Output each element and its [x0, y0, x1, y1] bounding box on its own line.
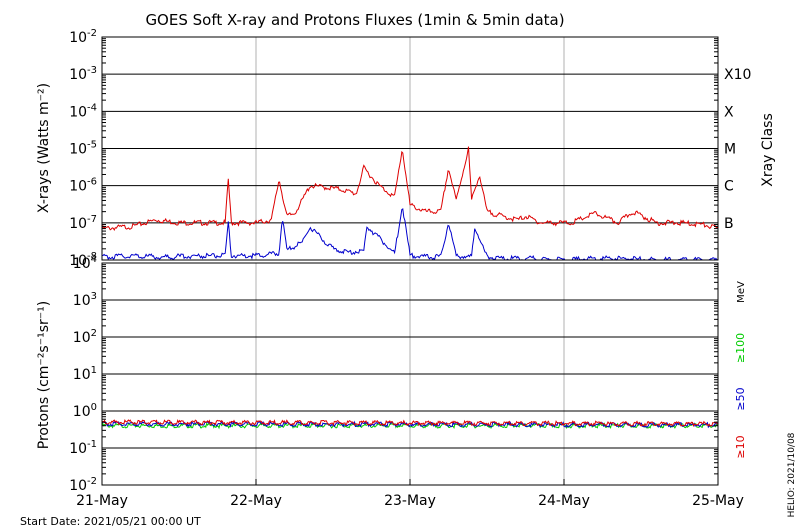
xray-class-label: X10 [724, 67, 751, 83]
xray-series-line [101, 146, 719, 231]
y-tick-label: 10-4 [69, 102, 97, 120]
xray-class-label: B [724, 216, 734, 232]
proton-series-label-50: ≥50 [734, 387, 747, 410]
x-axis-tick-labels: 21-May 22-May 23-May 24-May 25-May [76, 479, 744, 509]
xray-y-axis-label: X-rays (Watts m⁻²) [36, 83, 52, 213]
y-tick-label: 10-2 [69, 28, 97, 46]
xray-class-axis-label: Xray Class [760, 113, 776, 187]
proton-series-label-10: ≥10 [734, 435, 747, 458]
xray-class-label: C [724, 179, 734, 195]
x-tick-label: 24-May [538, 493, 590, 509]
x-tick-label: 21-May [76, 493, 128, 509]
y-tick-label: 104 [73, 254, 97, 272]
chart-title: GOES Soft X-ray and Protons Fluxes (1min… [145, 11, 564, 29]
start-date-label: Start Date: 2021/05/21 00:00 UT [20, 515, 201, 528]
y-tick-label: 10-5 [69, 140, 97, 158]
y-tick-label: 101 [73, 365, 97, 383]
y-tick-label: 10-6 [69, 177, 97, 195]
y-tick-label: 10-1 [69, 439, 97, 457]
y-tick-label: 102 [73, 328, 97, 346]
x-tick-label: 22-May [230, 493, 282, 509]
proton-series-line [101, 418, 719, 428]
xray-class-label: M [724, 142, 736, 158]
xray-class-label: X [724, 104, 734, 120]
y-tick-label: 100 [73, 402, 97, 420]
x-tick-label: 23-May [384, 493, 436, 509]
proton-y-axis-label: Protons (cm⁻²s⁻¹sr⁻¹) [36, 301, 52, 450]
y-tick-label: 103 [73, 291, 97, 309]
y-tick-label: 10-2 [69, 476, 97, 494]
proton-panel: 104 103 102 101 100 10-1 10-2 [69, 254, 719, 494]
y-tick-label: 10-8 [69, 251, 97, 269]
y-tick-label: 10-7 [69, 214, 97, 232]
generation-stamp: HELIO: 2021/10/08 [787, 432, 797, 517]
proton-series-label-100: ≥100 [734, 333, 747, 363]
panel-frame [101, 36, 719, 261]
proton-unit-label: MeV [736, 281, 747, 303]
x-tick-label: 25-May [692, 493, 744, 509]
xray-panel: 10-2 10-3 10-4 10-5 10-6 10-7 10-8 X10 X M C B [69, 28, 751, 269]
xray-series-line [101, 208, 719, 262]
y-tick-label: 10-3 [69, 65, 97, 83]
